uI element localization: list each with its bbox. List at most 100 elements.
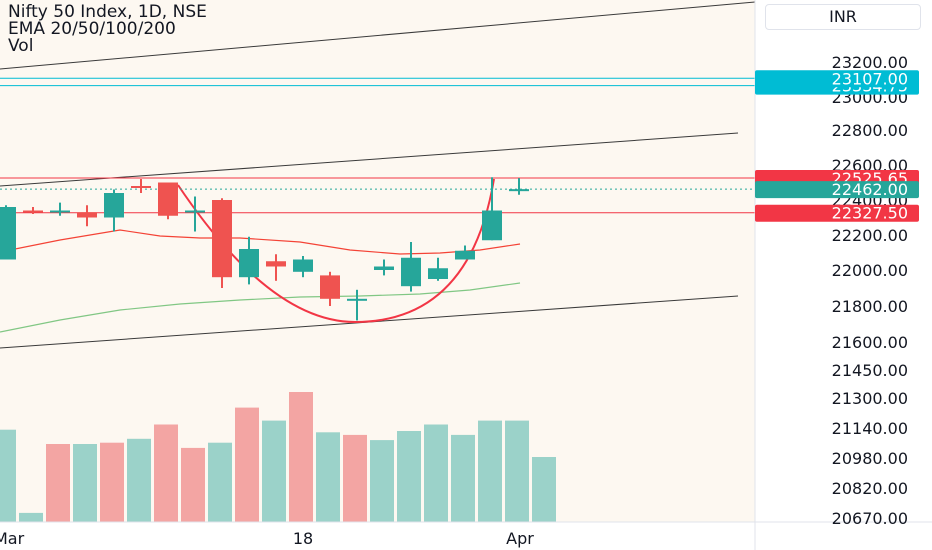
- volume-bar: [424, 424, 448, 522]
- time-tick-label: Apr: [506, 529, 534, 548]
- volume-bar: [316, 432, 340, 522]
- candle: [347, 289, 367, 321]
- ema-fast-line: [0, 229, 521, 255]
- candle-body: [158, 182, 178, 216]
- candle-body: [509, 189, 529, 192]
- volume-bar: [397, 431, 421, 522]
- candle: [77, 205, 97, 227]
- candle: [0, 205, 16, 260]
- price-tick-label: 21300.00: [832, 389, 908, 408]
- volume-bar: [235, 407, 259, 522]
- candle: [212, 198, 232, 288]
- candle: [104, 189, 124, 232]
- price-tick-label: 21450.00: [832, 361, 908, 380]
- candle-body: [239, 249, 259, 278]
- price-tick-label: 22200.00: [832, 226, 908, 245]
- price-level-badge: [755, 70, 919, 88]
- candle-body: [374, 266, 394, 270]
- symbol-title[interactable]: Nifty 50 Index, 1D, NSE: [8, 2, 207, 22]
- candle: [401, 242, 421, 292]
- volume-bar: [73, 444, 97, 522]
- candle-body: [401, 257, 421, 287]
- candle: [50, 202, 70, 216]
- candle-body: [0, 207, 16, 260]
- volume-bar: [181, 447, 205, 522]
- volume-bar: [100, 442, 124, 522]
- price-tick-label: 20980.00: [832, 449, 908, 468]
- candle-body: [185, 210, 205, 213]
- time-axis: Mar 18 Apr: [0, 529, 534, 548]
- ema-slow-line: [0, 282, 521, 333]
- ema-indicator-label[interactable]: EMA 20/50/100/200: [8, 19, 176, 39]
- volume-bar: [505, 420, 529, 522]
- price-tick-label: 21140.00: [832, 419, 908, 438]
- volume-bar: [127, 438, 151, 522]
- candle-body: [77, 212, 97, 218]
- candle-body: [104, 193, 124, 218]
- level-lines: [0, 77, 755, 214]
- candles-layer: [0, 177, 529, 321]
- price-tick-label: 22800.00: [832, 121, 908, 140]
- volume-bar: [19, 512, 43, 522]
- price-level-label: 22462.00: [755, 180, 919, 199]
- volume-bar: [208, 442, 232, 522]
- candle-body: [293, 259, 313, 272]
- chart-legend: Nifty 50 Index, 1D, NSE EMA 20/50/100/20…: [8, 4, 207, 55]
- volume-bar: [154, 424, 178, 522]
- candle-body: [347, 298, 367, 301]
- price-tick-label: 21800.00: [832, 297, 908, 316]
- candle-body: [266, 261, 286, 267]
- time-tick-label: Mar: [0, 529, 25, 548]
- candle-body: [212, 200, 232, 278]
- volume-bar: [532, 457, 556, 522]
- price-level-label: 22327.50: [755, 204, 919, 223]
- candle: [23, 207, 43, 214]
- price-level-badge: [755, 181, 919, 199]
- volume-indicator-label[interactable]: Vol: [8, 36, 34, 56]
- time-tick-label: 18: [293, 529, 313, 548]
- price-tick-label: 23200.00: [832, 53, 908, 72]
- candle-body: [131, 186, 151, 188]
- candle: [266, 254, 286, 281]
- volume-bar: [478, 420, 502, 522]
- price-tick-label: 22000.00: [832, 261, 908, 280]
- channel-middle-line: [0, 132, 739, 187]
- candle-body: [50, 210, 70, 213]
- volume-bar: [451, 434, 475, 522]
- price-tick-label: 21600.00: [832, 333, 908, 352]
- volume-bar: [46, 444, 70, 522]
- candle: [374, 259, 394, 276]
- candle: [455, 245, 475, 260]
- price-tick-label: 20670.00: [832, 509, 908, 528]
- volume-bar: [370, 440, 394, 522]
- candle: [131, 179, 151, 193]
- candle: [320, 271, 340, 306]
- candle: [293, 256, 313, 278]
- volume-bar: [289, 392, 313, 522]
- chart-background: [0, 0, 755, 522]
- volume-layer: [0, 392, 556, 522]
- volume-bar: [262, 420, 286, 522]
- price-level-badge: [755, 204, 919, 222]
- price-level-value: 22462.00: [832, 180, 908, 199]
- candle: [185, 196, 205, 232]
- candle: [158, 182, 178, 220]
- candle-body: [23, 210, 43, 213]
- price-level-label: 23107.00: [755, 69, 919, 88]
- currency-button[interactable]: INR: [765, 4, 921, 30]
- candle: [239, 236, 259, 285]
- candle-body: [320, 275, 340, 299]
- candle-body: [428, 268, 448, 279]
- candle: [482, 177, 502, 241]
- volume-bar: [343, 434, 367, 522]
- channel-upper-line: [0, 1, 756, 70]
- candle: [428, 257, 448, 281]
- price-level-value: 22327.50: [832, 204, 908, 223]
- candle: [509, 178, 529, 195]
- candle-body: [455, 250, 475, 260]
- candle-body: [482, 210, 502, 241]
- volume-bar: [0, 429, 16, 522]
- price-level-value: 23107.00: [832, 69, 908, 88]
- price-tick-label: 20820.00: [832, 479, 908, 498]
